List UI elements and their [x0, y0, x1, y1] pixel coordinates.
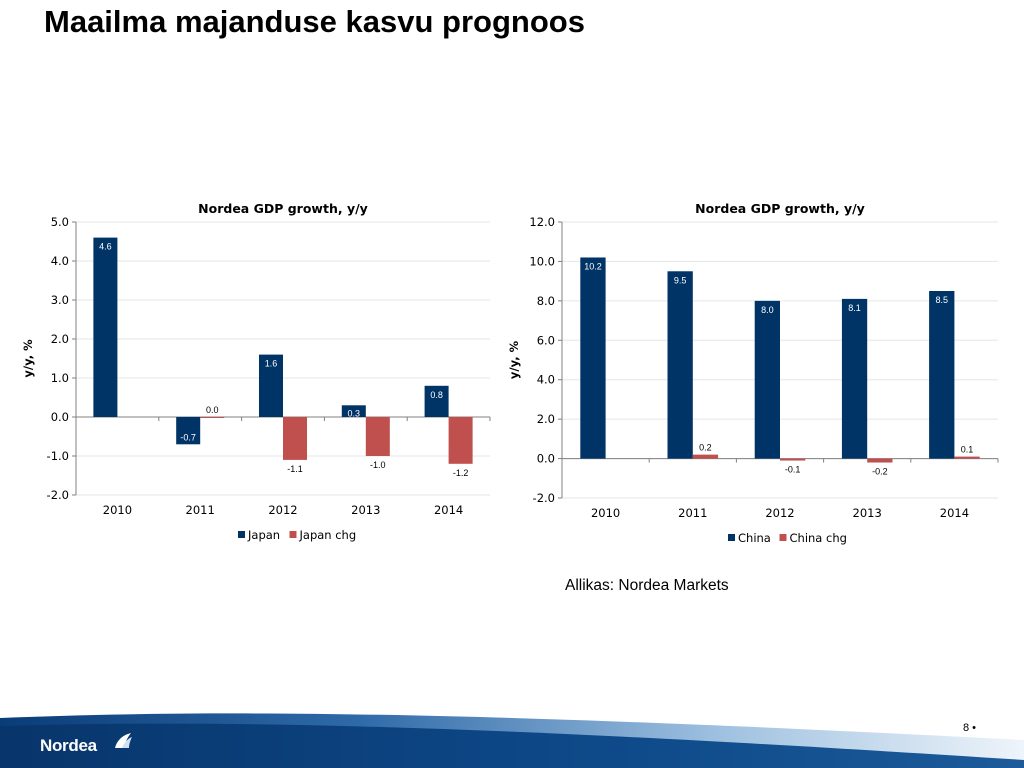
- chart-japan-gdp: Nordea GDP growth, y/y -2.0 -1.0 0.0 1.0 2.0 3…: [10, 195, 500, 555]
- chart0-title: Nordea GDP growth, y/y: [198, 201, 368, 216]
- chart1-data-label: 0.1: [961, 445, 974, 455]
- chart1-bar-primary: [841, 298, 868, 459]
- chart0-data-label: 4.6: [99, 242, 112, 252]
- chart1-ytick-label: 0.0: [537, 452, 555, 466]
- chart1-data-label: 0.2: [699, 443, 712, 453]
- chart0-xtick-label: 2014: [434, 503, 463, 517]
- chart1-ytick-label: -2.0: [533, 491, 555, 505]
- chart1-legend-swatch: [779, 534, 787, 541]
- chart1-ytick-label: 12.0: [529, 215, 555, 229]
- chart0-bar-change: [448, 417, 473, 464]
- chart1-data-label: 9.5: [674, 275, 687, 285]
- chart0-legend-swatch: [238, 531, 245, 538]
- chart1-xtick-label: 2011: [678, 506, 707, 520]
- chart1-legend-label: China chg: [790, 531, 847, 545]
- chart0-data-label: 0.8: [430, 390, 443, 400]
- chart1-xtick-label: 2014: [940, 506, 969, 520]
- chart-china-svg: Nordea GDP growth, y/y -2.0 0.0 2.0 4.0 6.0 8.…: [507, 201, 999, 545]
- chart-china-gdp: Nordea GDP growth, y/y -2.0 0.0 2.0 4.0 6.0 8.…: [500, 195, 1000, 555]
- chart1-ytick-label: 2.0: [537, 412, 555, 426]
- chart1-xtick-label: 2010: [591, 506, 620, 520]
- chart1-data-label: 8.1: [848, 303, 861, 313]
- chart1-bar-change: [867, 458, 893, 463]
- chart1-data-label: 8.5: [935, 295, 948, 305]
- chart0-ytick-label: -2.0: [47, 488, 69, 502]
- chart0-ytick-label: 5.0: [51, 215, 69, 229]
- chart0-xtick-label: 2013: [351, 503, 380, 517]
- chart1-bar-change: [692, 454, 719, 459]
- chart1-xtick-label: 2013: [853, 506, 882, 520]
- chart0-xtick-label: 2010: [103, 503, 132, 517]
- chart0-ytick-label: 4.0: [51, 254, 69, 268]
- chart1-bar-primary: [667, 271, 693, 459]
- chart1-ytick-label: 10.0: [529, 254, 555, 268]
- chart1-ytick-label: 4.0: [537, 373, 555, 387]
- chart1-ytick-label: 6.0: [537, 333, 555, 347]
- chart1-xtick-label: 2012: [765, 506, 794, 520]
- chart0-data-label: 0.0: [206, 405, 219, 415]
- chart0-legend-label: Japan: [247, 528, 280, 542]
- chart0-bar-change: [365, 417, 390, 456]
- page-number: 8 •: [962, 722, 976, 734]
- chart1-ylabel: y/y, %: [507, 340, 521, 379]
- chart0-xtick-label: 2011: [186, 503, 215, 517]
- chart0-bar-primary: [341, 405, 366, 417]
- chart0-ytick-label: 2.0: [51, 332, 69, 346]
- chart1-bar-change: [780, 458, 806, 461]
- chart1-bar-change: [954, 456, 980, 459]
- chart1-data-label: -0.1: [785, 465, 801, 475]
- chart0-bar-change: [283, 417, 308, 460]
- slide-title: Maailma majanduse kasvu prognoos: [44, 4, 585, 39]
- chart0-legend-label: Japan chg: [299, 528, 357, 542]
- chart1-data-label: 8.0: [761, 305, 774, 315]
- chart1-legend-label: China: [738, 531, 771, 545]
- chart0-bar-primary: [176, 417, 201, 445]
- chart0-ytick-label: 3.0: [51, 293, 69, 307]
- nordea-logo: Nordea: [40, 736, 97, 755]
- chart1-ytick-label: 8.0: [537, 294, 555, 308]
- chart0-data-label: 1.6: [265, 359, 278, 369]
- chart0-ytick-label: -1.0: [47, 449, 69, 463]
- chart1-title: Nordea GDP growth, y/y: [695, 201, 865, 216]
- chart0-data-label: -1.1: [287, 464, 303, 474]
- nordea-sail-icon: [115, 733, 132, 748]
- chart-japan-svg: Nordea GDP growth, y/y -2.0 -1.0 0.0 1.0 2.0 3…: [21, 201, 491, 542]
- chart0-ytick-label: 1.0: [51, 371, 69, 385]
- chart0-xtick-label: 2012: [268, 503, 297, 517]
- chart0-data-label: -0.7: [180, 432, 196, 442]
- chart0-bar-primary: [93, 237, 118, 417]
- chart0-bar-primary: [258, 354, 283, 417]
- chart0-ytick-label: 0.0: [51, 410, 69, 424]
- chart1-bar-primary: [929, 291, 955, 459]
- source-note: Allikas: Nordea Markets: [565, 577, 729, 594]
- chart0-data-label: -1.0: [370, 460, 386, 470]
- chart1-bar-primary: [580, 257, 606, 459]
- chart0-data-label: 0.3: [348, 408, 361, 418]
- chart1-bar-primary: [754, 300, 780, 459]
- chart0-legend-swatch: [289, 531, 297, 538]
- footer-band: [0, 713, 1024, 768]
- chart0-bar-primary: [424, 385, 449, 417]
- chart0-bar-change: [200, 417, 225, 418]
- chart1-legend-swatch: [728, 534, 735, 541]
- chart0-data-label: -1.2: [453, 468, 469, 478]
- chart1-data-label: 10.2: [584, 261, 602, 271]
- chart0-ylabel: y/y, %: [21, 339, 35, 378]
- chart1-data-label: -0.2: [872, 467, 888, 477]
